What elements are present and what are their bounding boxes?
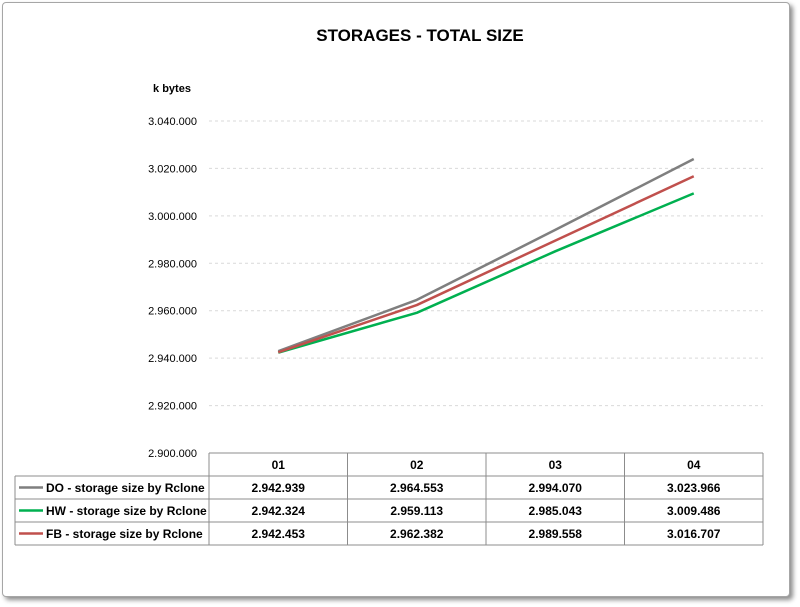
series-lines [277,157,695,354]
data-label: 2.942.453 [252,527,306,541]
series-line [277,175,695,354]
data-label: 2.959.113 [390,504,443,518]
x-tick-label: 02 [410,458,424,472]
chart-frame [2,2,790,597]
data-label: 2.964.553 [390,481,444,495]
y-tick-label: 2.940.000 [148,353,197,365]
x-tick-label: 01 [272,458,286,472]
x-tick-label: 04 [687,458,701,472]
legend-label: HW - storage size by Rclone [46,504,207,518]
y-tick-label: 2.900.000 [148,448,197,460]
y-tick-label: 3.040.000 [148,116,197,128]
legend-label: FB - storage size by Rclone [46,527,203,541]
y-tick-label: 2.960.000 [148,306,197,318]
gridlines [209,120,763,407]
y-axis-ticks: 2.900.000 2.920.000 2.940.000 2.960.000 2.98… [148,116,197,460]
y-tick-label: 3.000.000 [148,211,197,223]
data-label: 2.989.558 [529,527,583,541]
y-tick-label: 3.020.000 [148,163,197,175]
series-line [277,192,695,354]
data-label: 2.985.043 [529,504,583,518]
chart-title: STORAGES - TOTAL SIZE [316,26,524,45]
data-label: 3.009.486 [667,504,721,518]
data-label: 2.994.070 [529,481,583,495]
y-axis-label: k bytes [153,83,191,95]
x-tick-label: 03 [549,458,563,472]
data-label: 2.942.324 [252,504,306,518]
data-label: 2.962.382 [390,527,444,541]
series-line [277,157,695,353]
y-tick-label: 2.980.000 [148,258,197,270]
data-table: 01 02 03 04 DO - storage size by Rclone 2.942… [14,452,764,546]
data-label: 2.942.939 [252,481,306,495]
y-tick-label: 2.920.000 [148,401,197,413]
legend-label: DO - storage size by Rclone [46,481,205,495]
data-label: 3.023.966 [667,481,721,495]
data-label: 3.016.707 [667,527,721,541]
